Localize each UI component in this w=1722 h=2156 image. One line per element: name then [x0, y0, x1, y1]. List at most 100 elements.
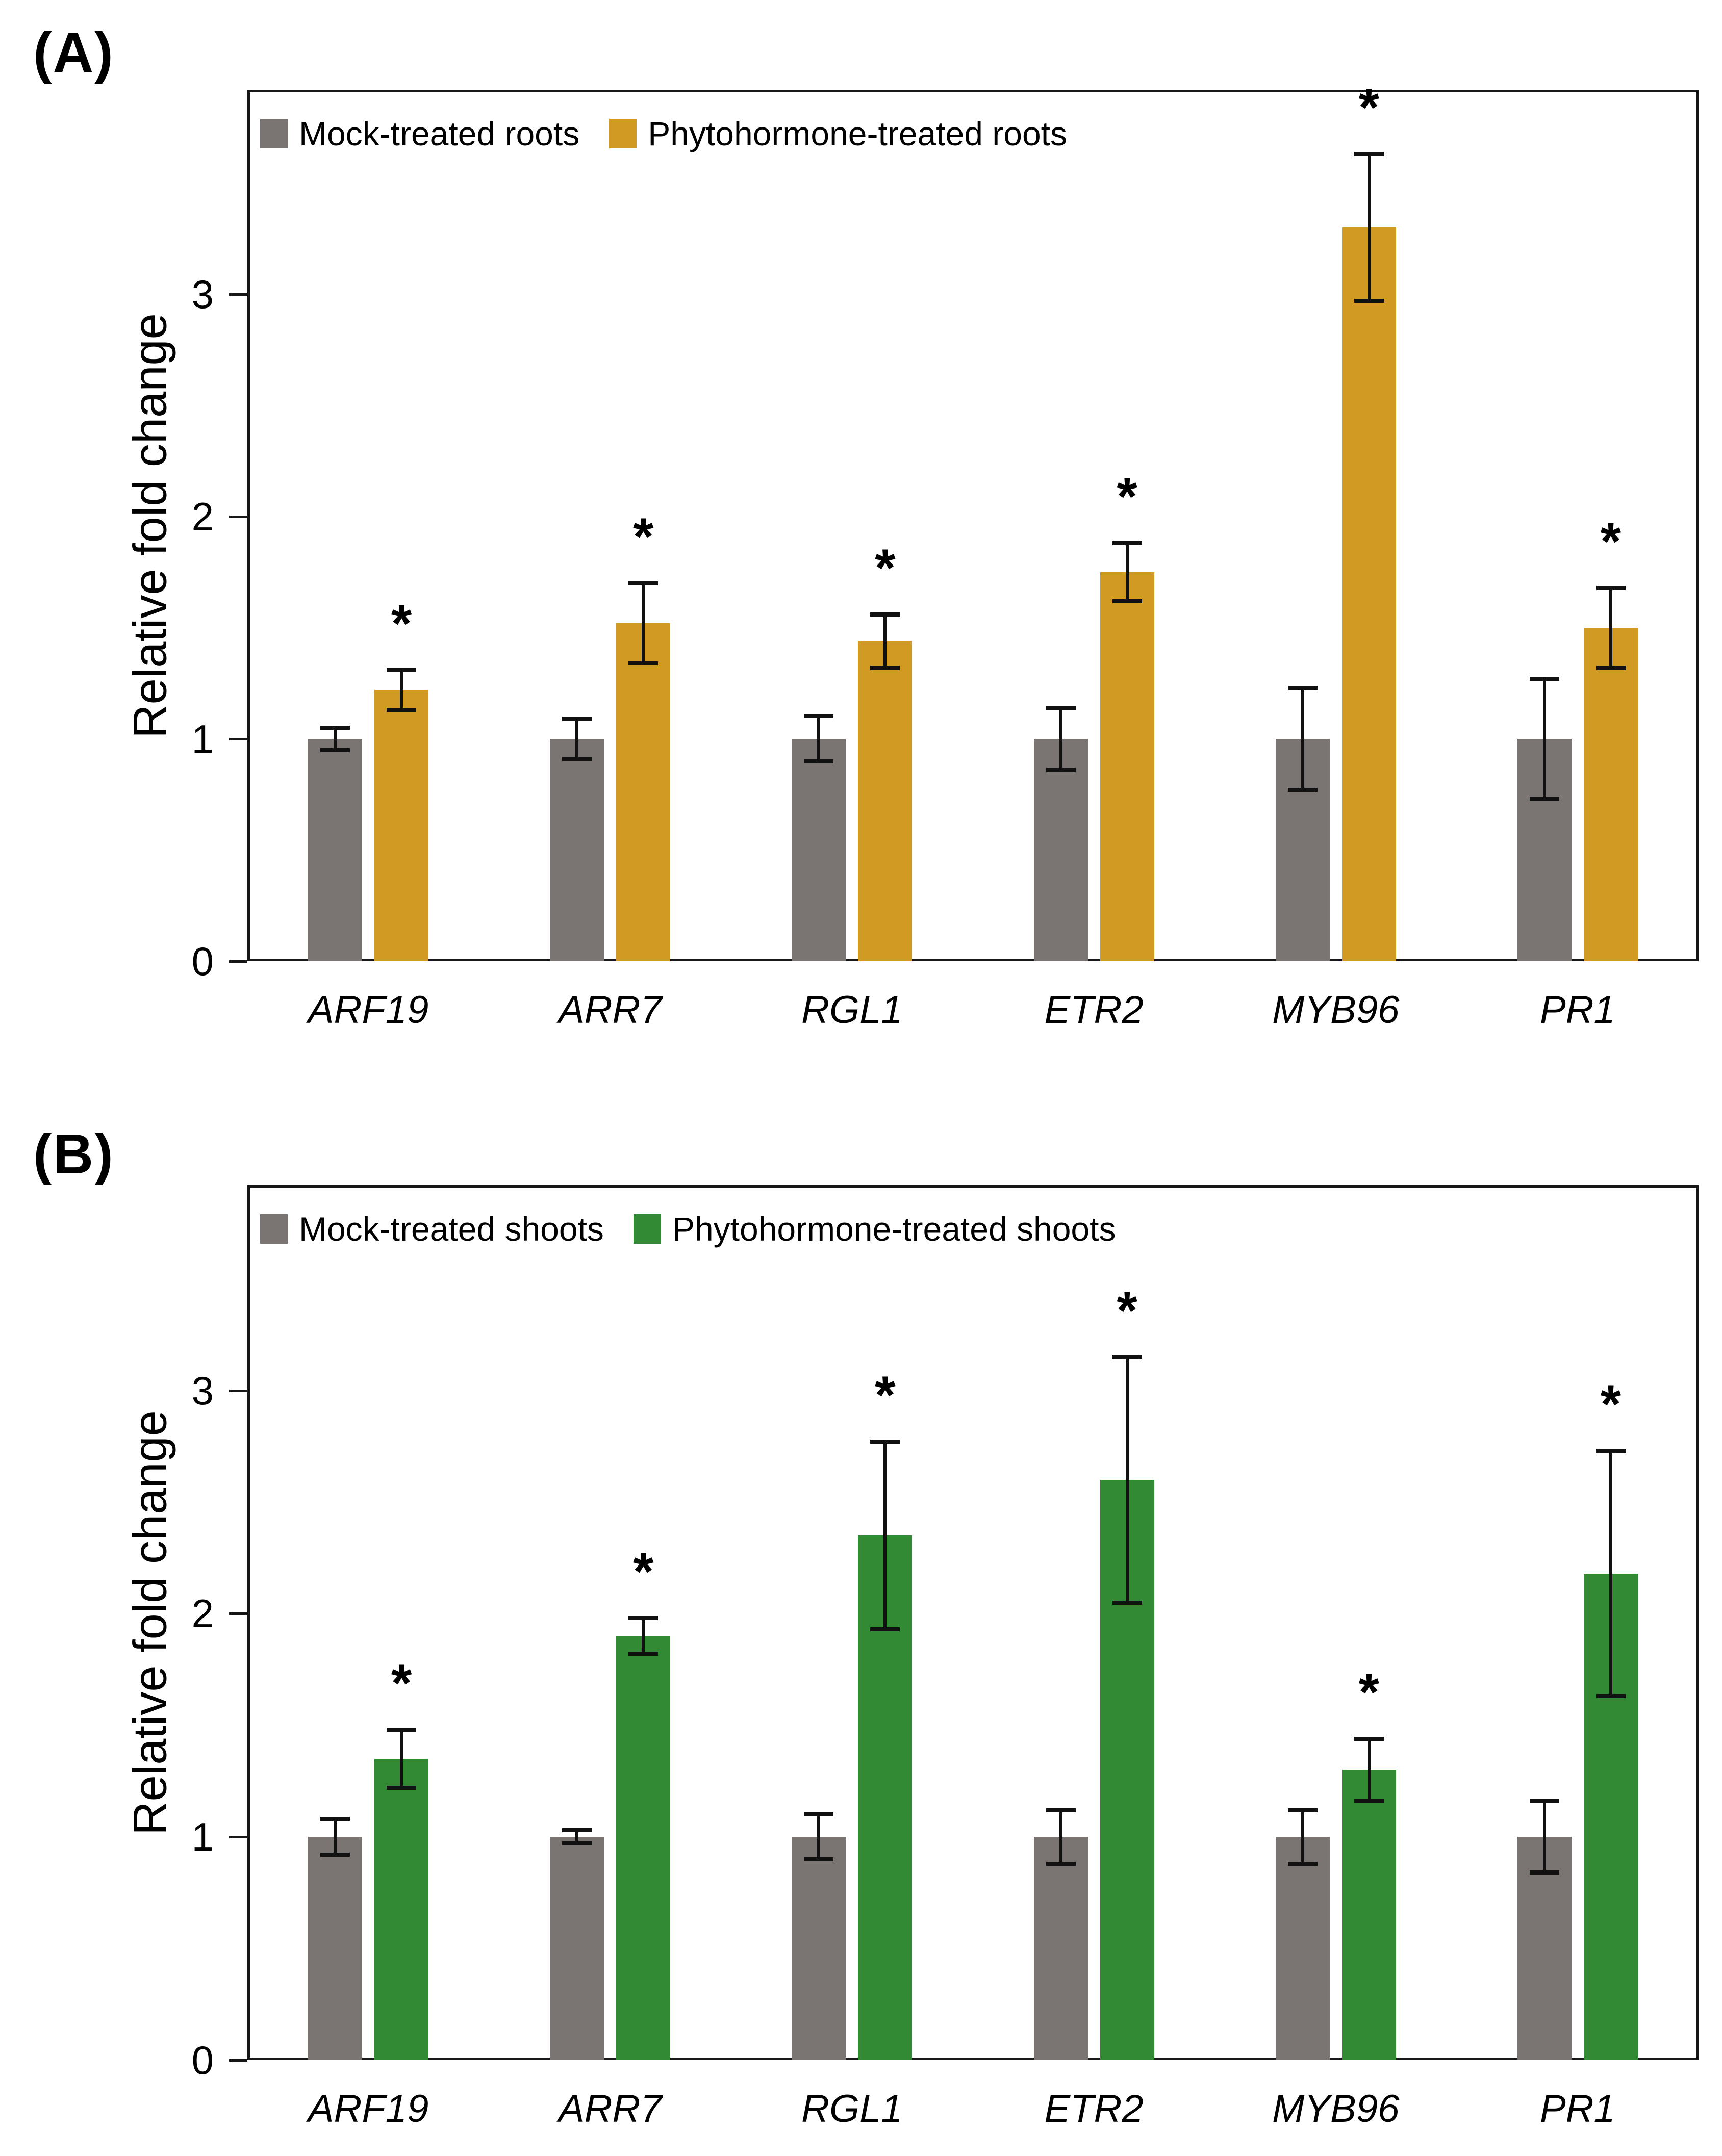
- y-tick-mark: [229, 2059, 247, 2062]
- error-bar-line: [1609, 587, 1612, 668]
- error-bar-line: [883, 614, 887, 668]
- error-bar-line: [1125, 1357, 1129, 1603]
- error-bar-cap-bottom: [1529, 1870, 1559, 1875]
- error-bar-cap-bottom: [1046, 1861, 1076, 1866]
- legend-label: Mock-treated roots: [299, 115, 580, 152]
- error-bar-cap-top: [1529, 677, 1559, 681]
- y-tick-label: 0: [191, 939, 214, 984]
- error-bar-cap-top: [562, 1828, 592, 1833]
- error-bar-line: [575, 1830, 579, 1844]
- error-bar-line: [817, 1814, 821, 1860]
- error-bar-line: [1301, 687, 1304, 790]
- panel-label: (A): [33, 21, 114, 84]
- x-category-label: MYB96: [1272, 2087, 1400, 2131]
- legend-label: Mock-treated shoots: [299, 1210, 604, 1248]
- error-bar-cap-top: [1046, 705, 1076, 710]
- error-bar-line: [1125, 543, 1129, 601]
- significance-asterisk: *: [1117, 467, 1137, 527]
- error-bar-cap-bottom: [1046, 768, 1076, 773]
- error-bar-cap-bottom: [628, 1652, 659, 1656]
- error-bar-cap-bottom: [870, 665, 900, 670]
- error-bar-cap-top: [320, 1817, 350, 1821]
- y-tick-label: 3: [191, 1368, 214, 1413]
- error-bar-cap-bottom: [1287, 1861, 1318, 1866]
- error-bar-line: [1059, 1810, 1062, 1864]
- x-category-label: MYB96: [1272, 988, 1400, 1032]
- significance-asterisk: *: [1358, 1662, 1379, 1722]
- error-bar-line: [1542, 1801, 1546, 1873]
- error-bar-cap-bottom: [320, 1853, 350, 1857]
- error-bar-line: [817, 716, 821, 761]
- error-bar-cap-top: [387, 668, 417, 672]
- bar-mock-ARF19: [308, 739, 363, 961]
- bar-treated-ARR7: [616, 623, 671, 961]
- error-bar-cap-bottom: [562, 1841, 592, 1846]
- error-bar-cap-bottom: [1287, 788, 1318, 792]
- error-bar-cap-bottom: [804, 759, 834, 763]
- error-bar-line: [1609, 1450, 1612, 1697]
- significance-asterisk: *: [1117, 1281, 1137, 1341]
- error-bar-cap-top: [1046, 1808, 1076, 1812]
- bar-mock-ARR7: [550, 1837, 604, 2060]
- error-bar-cap-top: [1596, 1448, 1626, 1453]
- x-category-label: PR1: [1539, 988, 1615, 1032]
- legend-item-treated: Phytohormone-treated roots: [609, 114, 1067, 153]
- error-bar-cap-top: [1354, 152, 1384, 157]
- error-bar-cap-bottom: [1354, 299, 1384, 303]
- legend-label: Phytohormone-treated shoots: [672, 1210, 1116, 1248]
- error-bar-cap-top: [1596, 585, 1626, 590]
- bar-treated-MYB96: [1341, 227, 1396, 961]
- x-category-label: ARF19: [308, 988, 429, 1032]
- error-bar-line: [1367, 154, 1371, 301]
- error-bar-line: [1059, 707, 1062, 771]
- bar-treated-PR1: [1583, 628, 1638, 961]
- y-tick-mark: [229, 960, 247, 963]
- y-tick-mark: [229, 1836, 247, 1839]
- error-bar-cap-bottom: [1596, 665, 1626, 670]
- significance-asterisk: *: [633, 1542, 654, 1602]
- bar-mock-MYB96: [1275, 1837, 1330, 2060]
- legend: Mock-treated shoots Phytohormone-treated …: [260, 1210, 1116, 1248]
- significance-asterisk: *: [1358, 78, 1379, 138]
- error-bar-cap-top: [1112, 541, 1142, 546]
- bar-treated-ARF19: [374, 1759, 429, 2060]
- error-bar-line: [642, 1618, 645, 1654]
- error-bar-line: [642, 583, 645, 663]
- bar-mock-RGL1: [792, 1837, 846, 2060]
- error-bar-line: [1301, 1810, 1304, 1864]
- error-bar-line: [334, 1819, 337, 1855]
- x-category-label: ARR7: [558, 988, 662, 1032]
- error-bar-cap-bottom: [1354, 1799, 1384, 1804]
- y-tick-label: 0: [191, 2038, 214, 2083]
- y-tick-mark: [229, 1612, 247, 1615]
- significance-asterisk: *: [875, 538, 896, 598]
- bar-mock-ETR2: [1033, 1837, 1088, 2060]
- error-bar-cap-bottom: [628, 661, 659, 665]
- error-bar-cap-bottom: [1112, 599, 1142, 603]
- legend: Mock-treated roots Phytohormone-treated r…: [260, 114, 1067, 153]
- error-bar-cap-bottom: [1112, 1600, 1142, 1605]
- legend-swatch-mock: [260, 119, 288, 148]
- x-category-label: ARF19: [308, 2087, 429, 2131]
- significance-asterisk: *: [391, 594, 412, 653]
- error-bar-cap-bottom: [1596, 1694, 1626, 1699]
- significance-asterisk: *: [875, 1366, 896, 1425]
- legend-swatch-mock: [260, 1214, 288, 1244]
- y-tick-mark: [229, 516, 247, 519]
- error-bar-cap-top: [628, 581, 659, 585]
- error-bar-cap-top: [1287, 1808, 1318, 1812]
- error-bar-line: [400, 670, 403, 710]
- error-bar-cap-bottom: [1529, 797, 1559, 801]
- error-bar-cap-bottom: [387, 708, 417, 712]
- bar-treated-ARF19: [374, 690, 429, 961]
- error-bar-cap-top: [804, 714, 834, 719]
- error-bar-line: [400, 1730, 403, 1788]
- significance-asterisk: *: [1600, 1374, 1622, 1434]
- error-bar-cap-top: [562, 716, 592, 721]
- y-tick-label: 1: [191, 716, 214, 762]
- error-bar-cap-top: [1354, 1736, 1384, 1741]
- error-bar-cap-bottom: [804, 1857, 834, 1862]
- x-category-label: RGL1: [801, 2087, 903, 2131]
- error-bar-cap-bottom: [562, 757, 592, 761]
